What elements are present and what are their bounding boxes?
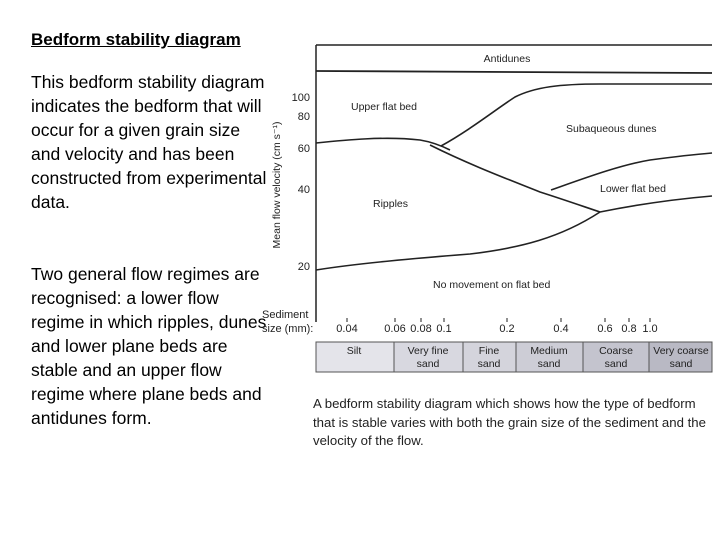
x-tick-label: 0.6 <box>597 323 612 335</box>
diagram-caption: A bedform stability diagram which shows … <box>313 396 706 448</box>
grain-class-label: Very fine <box>408 345 449 357</box>
grain-class-label: sand <box>538 358 561 370</box>
x-axis-label: Sediment <box>262 309 308 321</box>
grain-class-label: Coarse <box>599 345 633 357</box>
grain-class-label: Very coarse <box>653 345 709 357</box>
lower-flat-bed-label: Lower flat bed <box>600 183 666 195</box>
ripples-upper-boundary <box>315 137 451 151</box>
subaqueous-dunes-label: Subaqueous dunes <box>566 123 657 135</box>
y-tick-label: 100 <box>292 92 310 104</box>
grain-class-silt <box>315 341 395 373</box>
y-axis-label: Mean flow velocity (cm s⁻¹) <box>271 122 283 249</box>
grain-class-fine-sand <box>462 341 517 373</box>
y-tick-label: 40 <box>298 184 310 196</box>
grain-class-label: sand <box>670 358 693 370</box>
lower-flat-bed-lower-boundary <box>599 195 713 213</box>
x-tick-label: 0.4 <box>553 323 568 335</box>
x-tick-label: 0.04 <box>336 323 357 335</box>
grain-class-label: sand <box>417 358 440 370</box>
slide-title: Bedform stability diagram <box>31 30 241 49</box>
grain-size-scale-bar <box>315 341 713 373</box>
x-tick-label: 0.8 <box>621 323 636 335</box>
x-tick-label: 0.1 <box>436 323 451 335</box>
upper-flat-bed-label: Upper flat bed <box>351 101 417 113</box>
y-tick-label: 20 <box>298 261 310 273</box>
y-tick-label: 80 <box>298 111 310 123</box>
grain-class-very-coarse-sand <box>648 341 713 373</box>
x-tick-label: 0.06 <box>384 323 405 335</box>
grain-class-label: sand <box>478 358 501 370</box>
y-tick-label: 60 <box>298 143 310 155</box>
grain-class-coarse-sand <box>582 341 650 373</box>
x-tick-label: 0.2 <box>499 323 514 335</box>
grain-class-label: sand <box>605 358 628 370</box>
antidunes-boundary <box>315 70 713 74</box>
movement-threshold-boundary <box>315 211 601 271</box>
x-tick-label: 0.08 <box>410 323 431 335</box>
dunes-lower-boundary <box>550 152 713 191</box>
ripples-dunes-boundary <box>429 144 601 213</box>
no-movement-label: No movement on flat bed <box>433 279 550 291</box>
intro-paragraph: This bedform stability diagram indicates… <box>31 72 267 212</box>
x-axis-label: size (mm): <box>262 323 313 335</box>
grain-class-label: Silt <box>347 345 362 357</box>
x-tick-label: 1.0 <box>642 323 657 335</box>
antidunes-label: Antidunes <box>484 53 531 65</box>
ripples-label: Ripples <box>373 198 408 210</box>
grain-class-label: Fine <box>479 345 500 357</box>
upper-flat-bed-lower-boundary <box>440 83 712 147</box>
x-tick-marks <box>346 318 651 322</box>
flow-regimes-paragraph: Two general flow regimes are recognised:… <box>31 264 267 428</box>
grain-class-label: Medium <box>530 345 568 357</box>
